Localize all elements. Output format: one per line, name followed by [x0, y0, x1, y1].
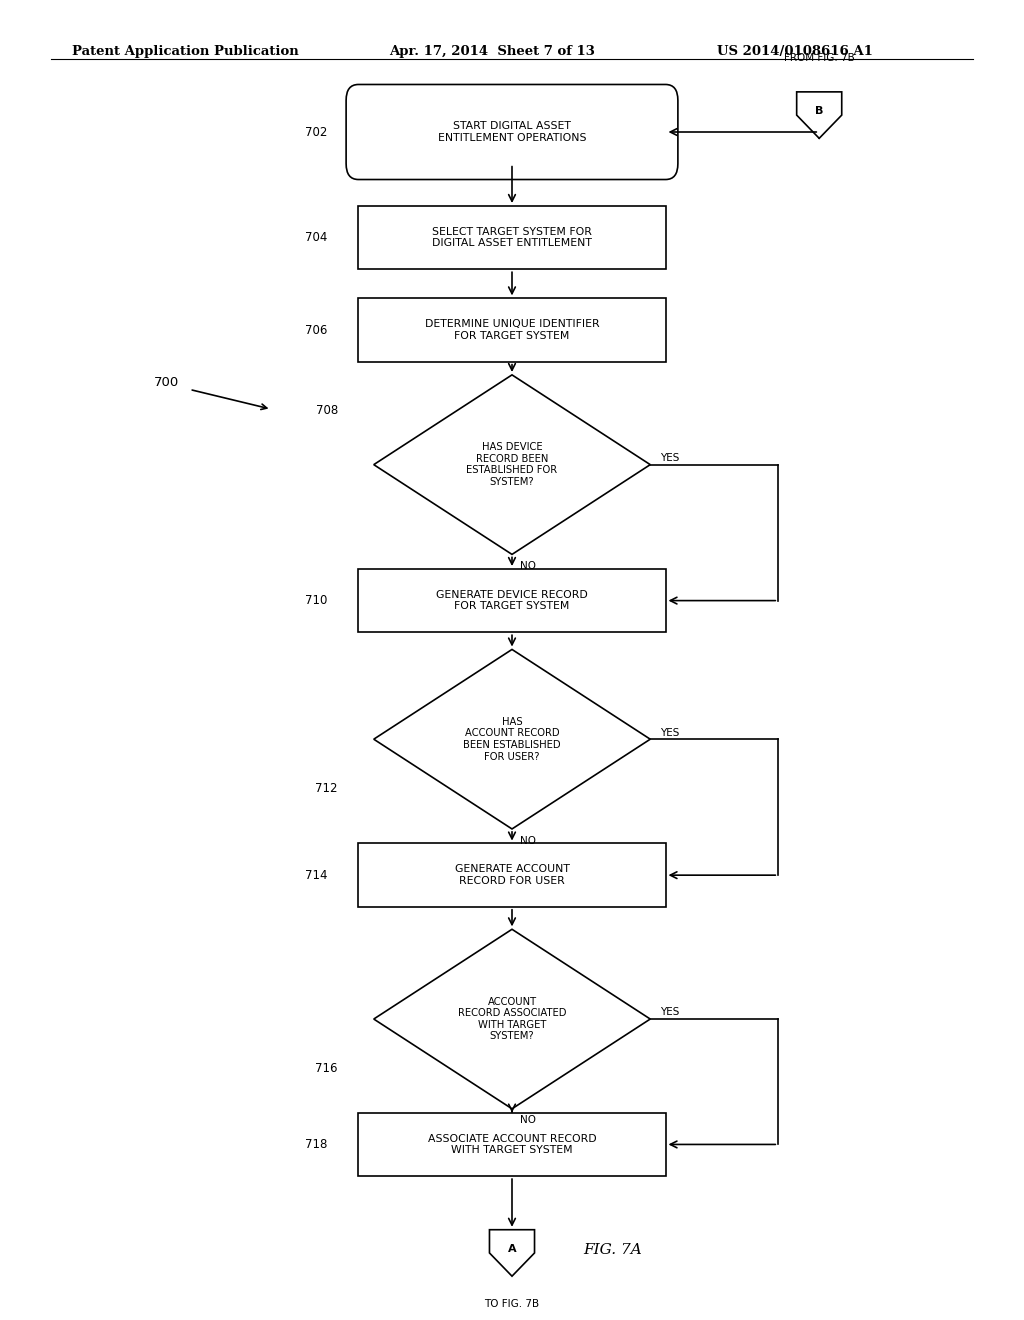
- Text: 712: 712: [315, 781, 338, 795]
- Text: GENERATE DEVICE RECORD
FOR TARGET SYSTEM: GENERATE DEVICE RECORD FOR TARGET SYSTEM: [436, 590, 588, 611]
- Text: Apr. 17, 2014  Sheet 7 of 13: Apr. 17, 2014 Sheet 7 of 13: [389, 45, 595, 58]
- Text: NO: NO: [520, 836, 537, 846]
- Text: YES: YES: [660, 1007, 680, 1018]
- Polygon shape: [797, 92, 842, 139]
- Text: GENERATE ACCOUNT
RECORD FOR USER: GENERATE ACCOUNT RECORD FOR USER: [455, 865, 569, 886]
- Text: NO: NO: [520, 561, 537, 572]
- Text: YES: YES: [660, 727, 680, 738]
- Polygon shape: [374, 929, 650, 1109]
- Text: A: A: [508, 1243, 516, 1254]
- Bar: [358, 843, 666, 907]
- Text: 710: 710: [305, 594, 328, 607]
- Bar: [358, 569, 666, 632]
- Text: NO: NO: [520, 1115, 537, 1126]
- Text: US 2014/0108616 A1: US 2014/0108616 A1: [717, 45, 872, 58]
- Bar: [358, 206, 666, 269]
- Text: ACCOUNT
RECORD ASSOCIATED
WITH TARGET
SYSTEM?: ACCOUNT RECORD ASSOCIATED WITH TARGET SY…: [458, 997, 566, 1041]
- Text: 702: 702: [305, 125, 328, 139]
- Text: B: B: [815, 106, 823, 116]
- Text: 706: 706: [305, 323, 328, 337]
- Text: 714: 714: [305, 869, 328, 882]
- Text: 704: 704: [305, 231, 328, 244]
- Text: Patent Application Publication: Patent Application Publication: [72, 45, 298, 58]
- Polygon shape: [489, 1230, 535, 1276]
- Text: 708: 708: [315, 404, 338, 417]
- Text: 718: 718: [305, 1138, 328, 1151]
- FancyBboxPatch shape: [346, 84, 678, 180]
- Text: DETERMINE UNIQUE IDENTIFIER
FOR TARGET SYSTEM: DETERMINE UNIQUE IDENTIFIER FOR TARGET S…: [425, 319, 599, 341]
- Text: YES: YES: [660, 453, 680, 463]
- Text: HAS DEVICE
RECORD BEEN
ESTABLISHED FOR
SYSTEM?: HAS DEVICE RECORD BEEN ESTABLISHED FOR S…: [467, 442, 557, 487]
- Text: 716: 716: [315, 1061, 338, 1074]
- Polygon shape: [374, 649, 650, 829]
- Text: FIG. 7A: FIG. 7A: [584, 1243, 642, 1257]
- Bar: [358, 1113, 666, 1176]
- Text: START DIGITAL ASSET
ENTITLEMENT OPERATIONS: START DIGITAL ASSET ENTITLEMENT OPERATIO…: [437, 121, 587, 143]
- Text: FROM FIG. 7B: FROM FIG. 7B: [783, 53, 855, 63]
- Text: ASSOCIATE ACCOUNT RECORD
WITH TARGET SYSTEM: ASSOCIATE ACCOUNT RECORD WITH TARGET SYS…: [428, 1134, 596, 1155]
- Text: HAS
ACCOUNT RECORD
BEEN ESTABLISHED
FOR USER?: HAS ACCOUNT RECORD BEEN ESTABLISHED FOR …: [463, 717, 561, 762]
- Polygon shape: [374, 375, 650, 554]
- Text: TO FIG. 7B: TO FIG. 7B: [484, 1299, 540, 1309]
- Text: 700: 700: [154, 376, 179, 389]
- Bar: [358, 298, 666, 362]
- Text: SELECT TARGET SYSTEM FOR
DIGITAL ASSET ENTITLEMENT: SELECT TARGET SYSTEM FOR DIGITAL ASSET E…: [432, 227, 592, 248]
